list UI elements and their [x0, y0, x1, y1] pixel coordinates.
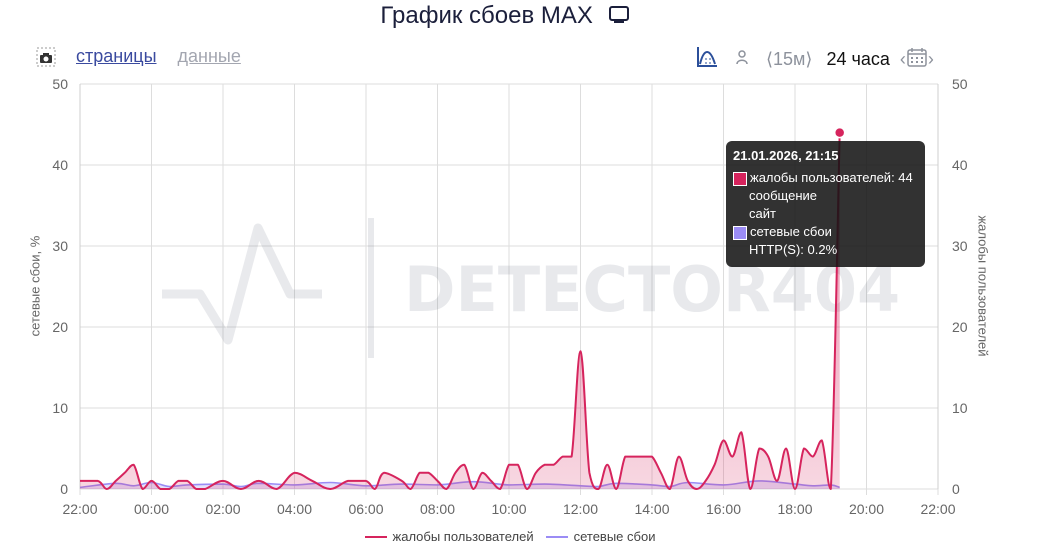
- date-navigator: ‹ ›: [900, 47, 934, 72]
- y-tick-label-left: 40: [52, 157, 68, 173]
- curve-chart-icon[interactable]: [696, 46, 718, 73]
- prev-day-button[interactable]: ‹: [899, 48, 906, 69]
- user-icon[interactable]: [734, 48, 750, 71]
- monitor-icon[interactable]: [608, 4, 630, 32]
- tooltip-site-text: сайт: [749, 206, 776, 221]
- camera-icon[interactable]: [36, 47, 56, 67]
- y-tick-label-left: 0: [60, 481, 68, 497]
- tooltip-title: 21.01.2026, 21:15: [733, 148, 839, 163]
- legend-item-complaints[interactable]: жалобы пользователей: [364, 529, 534, 544]
- tooltip-http-text: HTTP(S): 0.2%: [749, 242, 838, 257]
- legend-item-network[interactable]: сетевые сбои: [545, 529, 656, 544]
- y-tick-label-right: 40: [952, 157, 968, 173]
- calendar-icon[interactable]: [907, 47, 927, 72]
- chart-legend: жалобы пользователей сетевые сбои: [0, 529, 1020, 544]
- x-tick-label: 00:00: [134, 501, 169, 517]
- x-tick-label: 22:00: [62, 501, 97, 517]
- complaints-area: [80, 132, 840, 489]
- x-tick-label: 10:00: [491, 501, 526, 517]
- tooltip-row-network: сетевые сбои: [733, 223, 925, 241]
- x-tick-label: 04:00: [277, 501, 312, 517]
- y-tick-label-right: 10: [952, 400, 968, 416]
- y-tick-label-left: 50: [52, 76, 68, 92]
- series-layer: [79, 126, 846, 490]
- range-15m-button[interactable]: ⟨15м⟩: [766, 48, 813, 69]
- legend-label-network: сетевые сбои: [573, 529, 656, 544]
- y-tick-label-left: 30: [52, 238, 68, 254]
- y-tick-label-left: 20: [52, 319, 68, 335]
- next-day-button[interactable]: ›: [927, 48, 934, 69]
- chart-title-text: График сбоев MAX: [380, 2, 593, 29]
- legend-label-complaints: жалобы пользователей: [392, 529, 534, 544]
- axes: 0 0 10 10 20 20 30 30 40 40 50 50 22:00 00:00 02:00 04:…: [52, 76, 967, 517]
- tooltip-row-http: HTTP(S): 0.2%: [733, 241, 925, 259]
- x-tick-label: 18:00: [777, 501, 812, 517]
- x-tick-label: 06:00: [348, 501, 383, 517]
- chart-title: График сбоев MAX: [0, 2, 1010, 32]
- x-tick-label: 08:00: [420, 501, 455, 517]
- x-tick-label: 12:00: [563, 501, 598, 517]
- complaints-swatch: [733, 172, 747, 186]
- range-24h-button[interactable]: 24 часа: [826, 48, 890, 69]
- y-tick-label-right: 20: [952, 319, 968, 335]
- tooltip-network-text: сетевые сбои: [750, 224, 832, 239]
- legend-swatch-complaints: [364, 535, 387, 538]
- y-tick-label-right: 50: [952, 76, 968, 92]
- x-tick-label: 14:00: [634, 501, 669, 517]
- tab-data[interactable]: данные: [177, 46, 241, 66]
- legend-swatch-network: [545, 535, 568, 538]
- tooltip-row-site: сайт: [733, 205, 925, 223]
- x-tick-label: 22:00: [920, 501, 955, 517]
- watermark-pulse-icon: [162, 223, 322, 345]
- tooltip-row-complaints: жалобы пользователей: 44: [733, 169, 925, 187]
- tooltip-complaints-text: жалобы пользователей: 44: [750, 170, 913, 185]
- x-tick-label: 02:00: [205, 501, 240, 517]
- chart-tooltip: 21.01.2026, 21:15 жалобы пользователей: …: [726, 141, 925, 267]
- y-tick-label-left: 10: [52, 400, 68, 416]
- tooltip-message-text: сообщение: [749, 188, 818, 203]
- y-tick-label-right: 30: [952, 238, 968, 254]
- highlight-point: [833, 126, 846, 139]
- network-swatch: [733, 226, 747, 240]
- complaints-line: [79, 132, 841, 490]
- tab-pages[interactable]: страницы: [76, 46, 157, 66]
- watermark-divider: [368, 218, 374, 358]
- tooltip-row-message: сообщение: [733, 187, 925, 205]
- chart-toolbar: страницы данные ⟨15м⟩ 24 часа ‹ ›: [0, 46, 1047, 72]
- x-tick-label: 20:00: [849, 501, 884, 517]
- x-tick-label: 16:00: [706, 501, 741, 517]
- y-tick-label-right: 0: [952, 481, 960, 497]
